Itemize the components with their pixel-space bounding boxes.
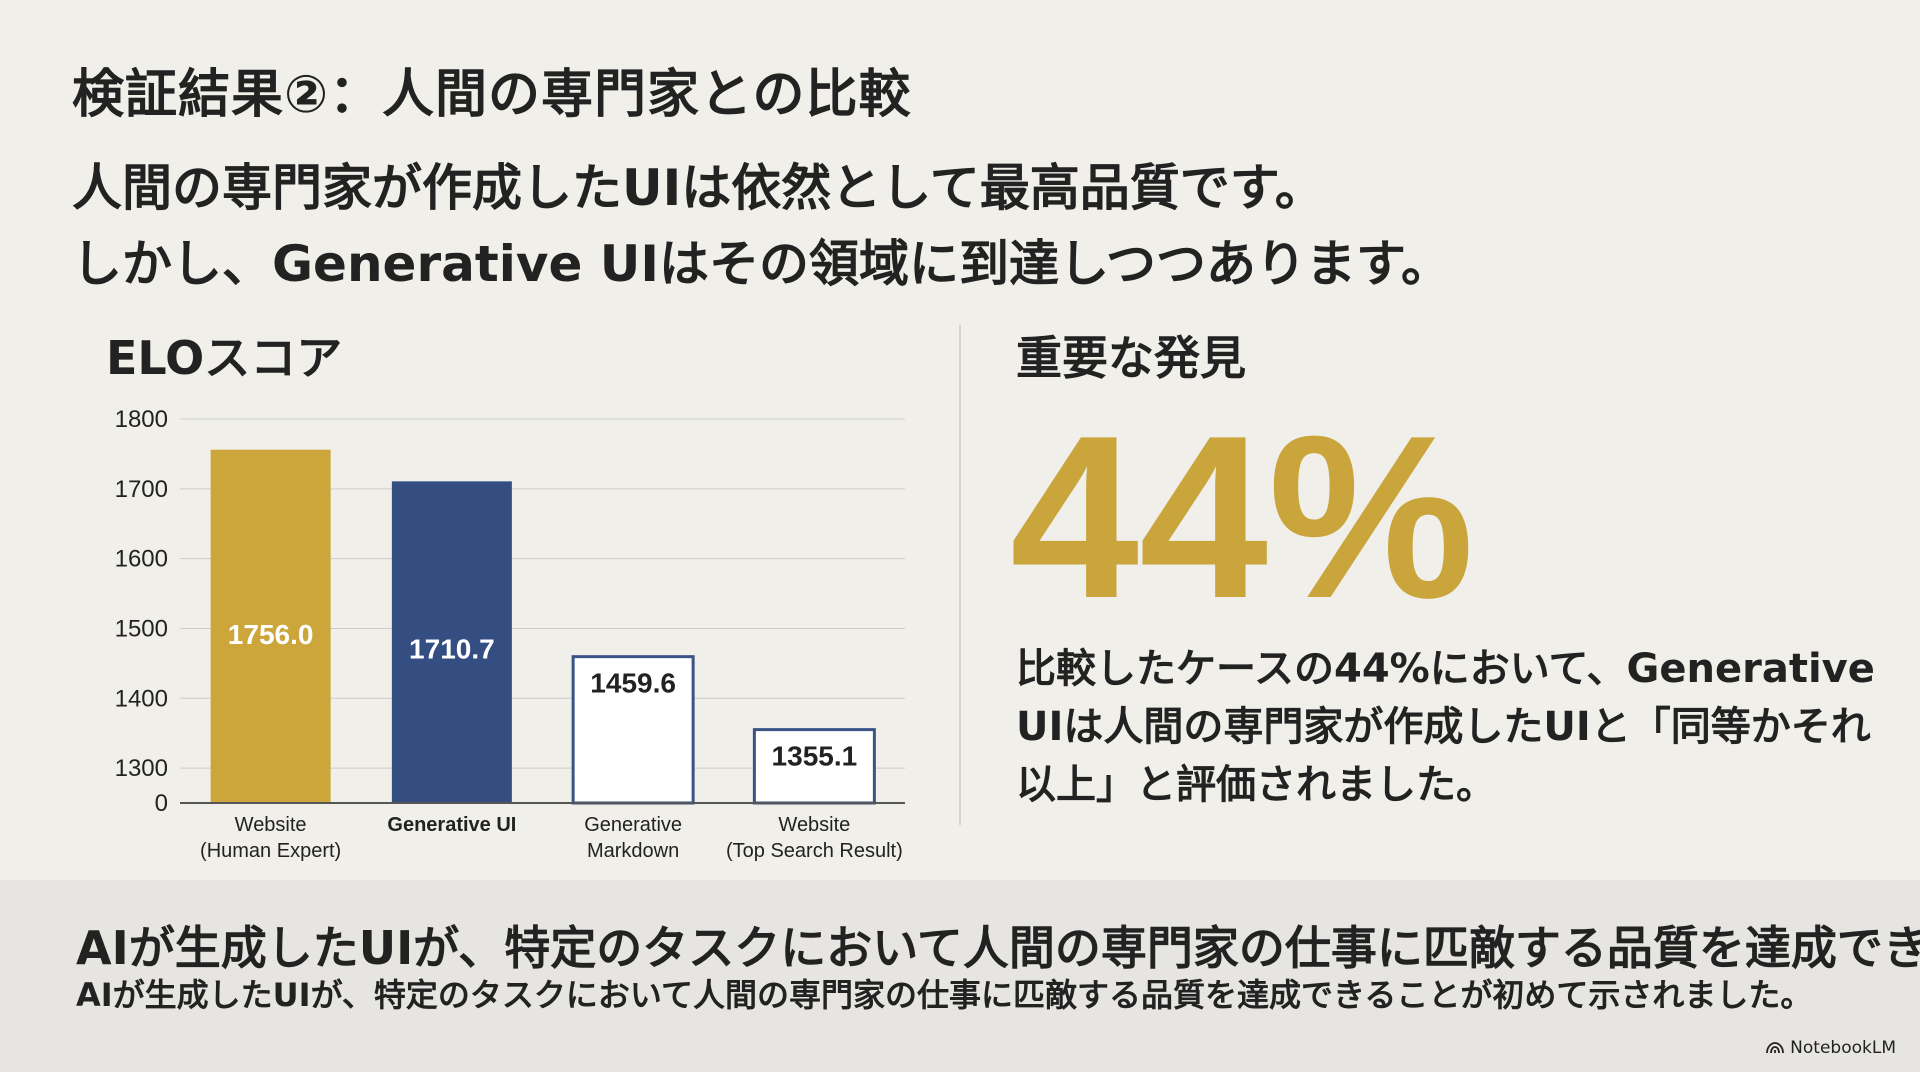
big-stat-percentage: 44% — [1010, 388, 1475, 647]
x-category-label: Generative — [584, 814, 682, 836]
headline-line-2: しかし、Generative UIはその領域に到達しつつあります。 — [72, 235, 1452, 293]
x-category-label: (Top Search Result) — [726, 840, 903, 862]
footer-subline: AIが生成したUIが、特定のタスクにおいて人間の専門家の仕事に匹敵する品質を達成… — [76, 976, 1813, 1014]
bar — [571, 655, 695, 805]
findings-text: 比較したケースの44%において、Generative UIは人間の専門家が作成し… — [1016, 646, 1875, 808]
bar-value-label: 1710.7 — [409, 633, 495, 664]
findings-heading: 重要な発見 — [1016, 331, 1246, 385]
bar-value-label: 1355.1 — [772, 741, 858, 772]
bar — [210, 449, 331, 803]
bar-value-label: 1756.0 — [228, 619, 314, 650]
y-tick-label: 1500 — [115, 615, 168, 642]
bar — [391, 481, 512, 803]
x-category-label: Website — [235, 814, 307, 836]
bar — [752, 728, 876, 805]
slide-title: 検証結果②：人間の専門家との比較 — [72, 65, 912, 125]
x-category-label: Markdown — [587, 840, 679, 862]
bar-value-label: 1459.6 — [590, 668, 676, 699]
x-category-label: Website — [778, 814, 850, 836]
y-tick-label: 1800 — [115, 406, 168, 433]
footer-band — [0, 880, 1920, 1072]
notebooklm-logo-icon — [1766, 1042, 1785, 1054]
y-tick-label: 0 — [155, 790, 168, 817]
headline-line-1: 人間の専門家が作成したUIは依然として最高品質です。 — [72, 159, 1325, 217]
y-tick-label: 1600 — [115, 546, 168, 573]
elo-bar-chart: 0 1300 1400 1500 1600 1700 1800 1756.0 Website (H… — [115, 406, 905, 862]
y-tick-label: 1700 — [115, 476, 168, 503]
y-tick-label: 1300 — [115, 755, 168, 782]
footer-headline: AIが生成したUIが、特定のタスクにおいて人間の専門家の仕事に匹敵する品質を達成… — [76, 921, 1920, 975]
chart-title: ELOスコア — [106, 331, 343, 385]
brand-watermark: NotebookLM — [1766, 1038, 1896, 1058]
y-tick-label: 1400 — [115, 685, 168, 712]
section-divider — [959, 325, 961, 825]
x-category-label: (Human Expert) — [200, 840, 341, 862]
brand-name: NotebookLM — [1790, 1038, 1896, 1058]
x-category-label: Generative UI — [387, 814, 516, 836]
